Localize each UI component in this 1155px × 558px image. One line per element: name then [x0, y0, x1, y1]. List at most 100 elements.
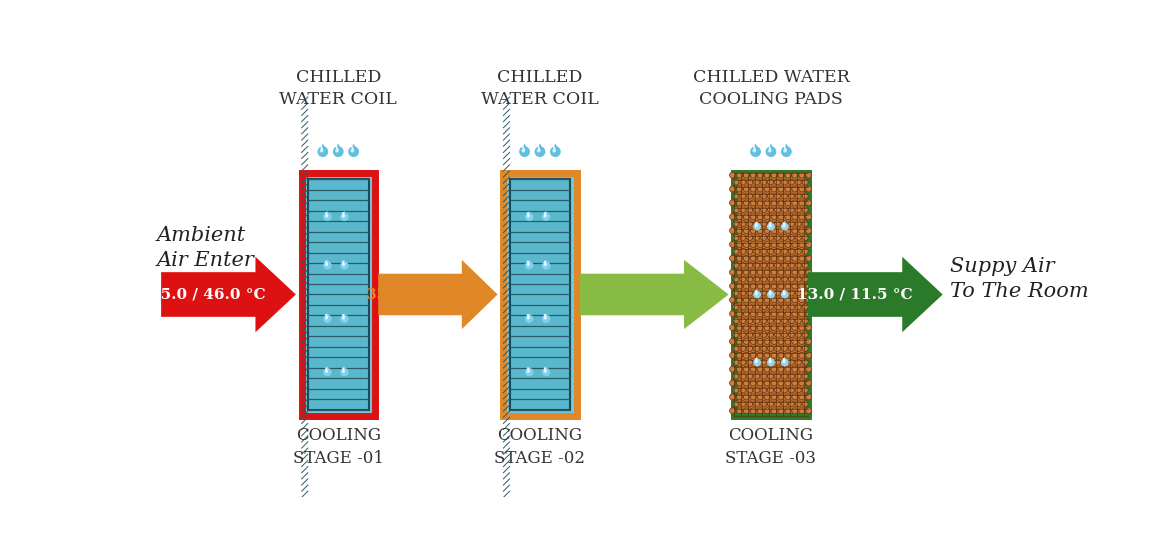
Polygon shape [526, 211, 532, 217]
Bar [301, 173, 374, 416]
Polygon shape [526, 312, 532, 319]
Ellipse shape [765, 380, 770, 386]
Ellipse shape [803, 262, 808, 268]
Ellipse shape [740, 179, 746, 185]
Ellipse shape [747, 179, 753, 185]
Ellipse shape [799, 311, 805, 317]
Polygon shape [768, 357, 774, 362]
Ellipse shape [806, 172, 812, 178]
Ellipse shape [778, 408, 784, 413]
Ellipse shape [768, 331, 774, 338]
Circle shape [782, 223, 788, 230]
Ellipse shape [744, 394, 750, 400]
Ellipse shape [803, 359, 808, 365]
Ellipse shape [796, 262, 802, 268]
Ellipse shape [772, 353, 777, 358]
Ellipse shape [751, 283, 757, 289]
Ellipse shape [806, 242, 812, 247]
Ellipse shape [778, 297, 784, 303]
Ellipse shape [799, 256, 805, 261]
Ellipse shape [796, 276, 802, 282]
Circle shape [318, 147, 328, 156]
Bar [307, 179, 368, 410]
Circle shape [326, 371, 328, 372]
Circle shape [783, 225, 784, 227]
Ellipse shape [785, 172, 791, 178]
Ellipse shape [775, 290, 781, 296]
Ellipse shape [758, 214, 763, 220]
Circle shape [755, 293, 758, 295]
Circle shape [323, 262, 331, 269]
Ellipse shape [747, 221, 753, 227]
Ellipse shape [778, 394, 784, 400]
Ellipse shape [806, 269, 812, 275]
Ellipse shape [765, 394, 770, 400]
Ellipse shape [737, 283, 743, 289]
Ellipse shape [730, 200, 736, 206]
Ellipse shape [733, 331, 739, 338]
Ellipse shape [765, 172, 770, 178]
Circle shape [766, 147, 776, 156]
Ellipse shape [761, 304, 767, 310]
Text: 45.0 / 46.0 °C: 45.0 / 46.0 °C [150, 287, 266, 301]
Ellipse shape [772, 297, 777, 303]
Ellipse shape [765, 228, 770, 234]
Ellipse shape [754, 207, 760, 213]
Ellipse shape [775, 179, 781, 185]
Ellipse shape [782, 221, 788, 227]
Circle shape [753, 150, 755, 152]
Ellipse shape [758, 380, 763, 386]
Ellipse shape [768, 373, 774, 379]
Ellipse shape [761, 276, 767, 282]
Ellipse shape [796, 373, 802, 379]
Ellipse shape [803, 304, 808, 310]
Ellipse shape [796, 387, 802, 393]
Ellipse shape [768, 276, 774, 282]
Ellipse shape [758, 269, 763, 275]
Ellipse shape [803, 290, 808, 296]
Ellipse shape [768, 318, 774, 324]
Ellipse shape [758, 408, 763, 413]
Ellipse shape [806, 394, 812, 400]
Ellipse shape [775, 234, 781, 240]
Ellipse shape [747, 248, 753, 254]
Ellipse shape [806, 228, 812, 234]
Ellipse shape [765, 269, 770, 275]
Ellipse shape [765, 311, 770, 317]
Ellipse shape [751, 366, 757, 372]
Ellipse shape [737, 408, 743, 413]
Text: Suppy Air
To The Room: Suppy Air To The Room [949, 257, 1088, 301]
Ellipse shape [782, 290, 788, 296]
Circle shape [343, 371, 344, 372]
Ellipse shape [754, 234, 760, 240]
Ellipse shape [747, 331, 753, 338]
Polygon shape [754, 221, 760, 227]
Ellipse shape [778, 214, 784, 220]
Polygon shape [323, 259, 331, 266]
Ellipse shape [751, 200, 757, 206]
Ellipse shape [733, 276, 739, 282]
Ellipse shape [806, 380, 812, 386]
Circle shape [520, 147, 529, 156]
Ellipse shape [782, 262, 788, 268]
Ellipse shape [737, 269, 743, 275]
Ellipse shape [754, 262, 760, 268]
Ellipse shape [754, 304, 760, 310]
Ellipse shape [744, 200, 750, 206]
Ellipse shape [747, 345, 753, 352]
Polygon shape [768, 289, 774, 295]
Polygon shape [323, 312, 331, 319]
Text: Ambient
Air Enter: Ambient Air Enter [157, 227, 254, 270]
Ellipse shape [751, 256, 757, 261]
Ellipse shape [765, 214, 770, 220]
Ellipse shape [768, 234, 774, 240]
Ellipse shape [775, 401, 781, 407]
Ellipse shape [785, 353, 791, 358]
Circle shape [768, 223, 774, 230]
Ellipse shape [754, 345, 760, 352]
Ellipse shape [761, 373, 767, 379]
Ellipse shape [785, 366, 791, 372]
Bar [509, 179, 571, 410]
Ellipse shape [775, 359, 781, 365]
Ellipse shape [782, 387, 788, 393]
